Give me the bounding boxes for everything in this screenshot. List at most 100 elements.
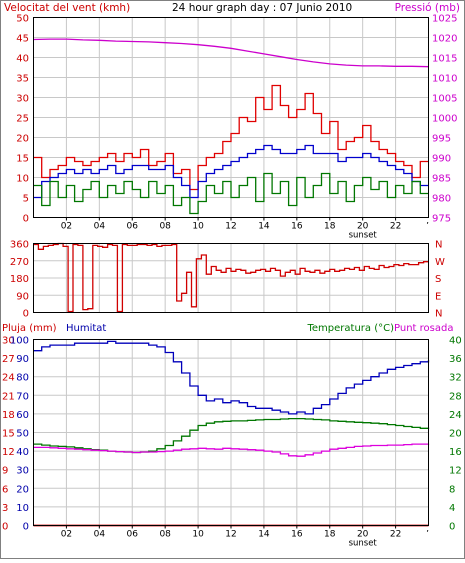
wind-axis-title: Velocitat del vent (kmh) xyxy=(4,2,130,14)
temperature-tick-label: 12 xyxy=(449,466,462,477)
sunset-label: sunset xyxy=(349,539,378,549)
humidity-tick-label: 80 xyxy=(16,373,29,384)
direction-tick-label: 0 xyxy=(23,309,29,320)
temperature-tick-label: 20 xyxy=(449,429,462,440)
humidity-axis-title: Humitat xyxy=(66,323,106,334)
x-tick-label: 20 xyxy=(357,530,369,540)
x-tick-label: 18 xyxy=(324,530,336,540)
direction-tick-label: 90 xyxy=(16,291,29,302)
wind_min-line xyxy=(33,172,429,215)
wind-tick-label: 35 xyxy=(16,74,29,85)
wind-tick-label: 45 xyxy=(16,34,29,45)
pressure-tick-label: 1015 xyxy=(432,54,457,65)
x-tick-label: 18 xyxy=(324,222,336,232)
x-tick-label: 22 xyxy=(390,530,401,540)
x-tick-label: 12 xyxy=(225,222,236,232)
wind-axes: 0510152025303540455097598098599099510001… xyxy=(16,14,457,241)
x-tick-label: 20 xyxy=(357,222,369,232)
pressure-tick-label: 1000 xyxy=(432,114,457,125)
rain-tick-label: 30 xyxy=(2,336,15,347)
rain-tick-label: 18 xyxy=(2,410,15,421)
humidity-tick-label: 90 xyxy=(16,354,29,365)
x-tick-label: 06 xyxy=(127,530,139,540)
x-tick-label: 02 xyxy=(61,530,72,540)
x-tick-label: 06 xyxy=(127,222,139,232)
chart-title: 24 hour graph day : 07 Junio 2010 xyxy=(172,2,352,14)
pressure-tick-label: 975 xyxy=(432,214,451,225)
x-tick-label: 10 xyxy=(192,530,204,540)
pressure-tick-label: 1005 xyxy=(432,94,457,105)
humidity-tick-label: 50 xyxy=(16,429,29,440)
wind-tick-label: 50 xyxy=(16,14,29,25)
rain-tick-label: 3 xyxy=(2,503,8,514)
direction-series xyxy=(33,242,429,313)
dewpoint-axis-title: Punt rosada xyxy=(394,323,453,334)
pressure-tick-label: 990 xyxy=(432,154,451,165)
wind-tick-label: 10 xyxy=(16,174,29,185)
x-end-tick-label: ’ xyxy=(426,530,429,540)
compass-label: E xyxy=(435,291,441,302)
temperature-tick-label: 0 xyxy=(449,522,455,533)
x-tick-label: 04 xyxy=(94,530,106,540)
x-tick-label: 16 xyxy=(291,530,303,540)
humidity-tick-label: 30 xyxy=(16,466,29,477)
wind-pressure-series xyxy=(33,38,429,215)
direction-tick-label: 360 xyxy=(10,240,29,251)
x-tick-label: 14 xyxy=(258,530,270,540)
temperature-tick-label: 8 xyxy=(449,484,455,495)
rain-tick-label: 0 xyxy=(2,522,8,533)
humidity-tick-label: 0 xyxy=(23,522,29,533)
humidity-tick-label: 70 xyxy=(16,391,29,402)
x-tick-label: 22 xyxy=(390,222,401,232)
pressure-line xyxy=(33,38,429,68)
temperature-tick-label: 24 xyxy=(449,410,462,421)
x-end-tick-label: ’ xyxy=(426,222,429,232)
compass-label: W xyxy=(435,257,445,268)
pressure-tick-label: 1025 xyxy=(432,14,457,25)
rain-tick-label: 12 xyxy=(2,447,15,458)
humidity-tick-label: 10 xyxy=(16,503,29,514)
direction-tick-label: 180 xyxy=(10,274,29,285)
rain-tick-label: 15 xyxy=(2,429,15,440)
sunset-label: sunset xyxy=(349,231,378,241)
wind_max-line xyxy=(33,84,429,191)
direction-plot-border xyxy=(33,243,429,313)
temperature-axis-title: Temperatura (°C) xyxy=(306,323,394,334)
wind-tick-label: 20 xyxy=(16,134,29,145)
compass-label: N xyxy=(435,240,442,251)
x-tick-label: 16 xyxy=(291,222,303,232)
x-tick-label: 10 xyxy=(192,222,204,232)
wind-tick-label: 0 xyxy=(23,214,29,225)
wind-tick-label: 25 xyxy=(16,114,29,125)
wind_avg-line xyxy=(33,144,429,199)
x-tick-label: 02 xyxy=(61,222,72,232)
temperature-tick-label: 36 xyxy=(449,354,462,365)
humidity-tick-label: 60 xyxy=(16,410,29,421)
x-tick-label: 12 xyxy=(225,530,236,540)
humidity-line xyxy=(33,340,430,415)
rain-tick-label: 9 xyxy=(2,466,8,477)
temperature-tick-label: 28 xyxy=(449,391,462,402)
pressure-tick-label: 1020 xyxy=(432,34,457,45)
rain-tick-label: 21 xyxy=(2,391,15,402)
dewpoint-line xyxy=(33,443,430,457)
direction-line xyxy=(33,242,429,313)
pressure-tick-label: 980 xyxy=(432,194,451,205)
temperature-tick-label: 40 xyxy=(449,336,462,347)
humidity-tick-label: 100 xyxy=(10,336,29,347)
humidity-tick-label: 20 xyxy=(16,484,29,495)
compass-label: S xyxy=(435,274,441,285)
humidity-tick-label: 40 xyxy=(16,447,29,458)
temperature-tick-label: 32 xyxy=(449,373,462,384)
x-tick-label: 08 xyxy=(159,222,171,232)
direction-tick-label: 270 xyxy=(10,257,29,268)
pressure-axis-title: Pressió (mb) xyxy=(395,2,460,14)
wind-tick-label: 40 xyxy=(16,54,29,65)
rain-tick-label: 6 xyxy=(2,484,8,495)
pressure-tick-label: 1010 xyxy=(432,74,457,85)
wind-tick-label: 5 xyxy=(23,194,29,205)
